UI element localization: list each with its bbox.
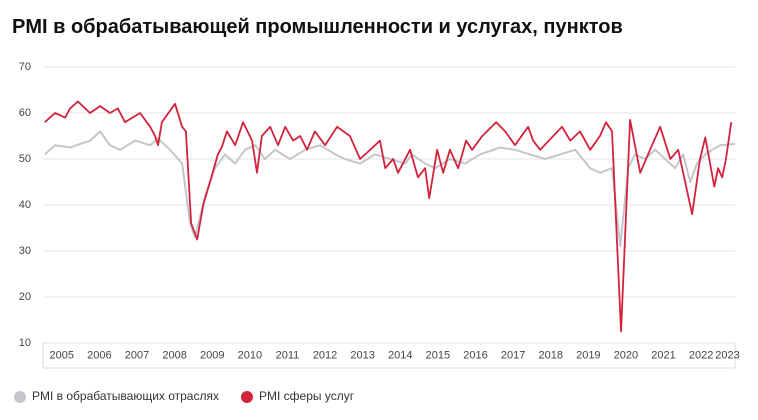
y-tick-label: 50 [19, 153, 31, 165]
x-tick-label: 2013 [350, 349, 374, 361]
x-tick-label: 2008 [162, 349, 186, 361]
y-tick-label: 10 [19, 337, 31, 349]
x-tick-label: 2023 [715, 349, 739, 361]
x-tick-label: 2016 [463, 349, 487, 361]
x-tick-label: 2012 [313, 349, 337, 361]
x-tick-label: 2015 [426, 349, 450, 361]
y-tick-label: 40 [19, 199, 31, 211]
x-tick-label: 2017 [501, 349, 525, 361]
x-tick-label: 2021 [651, 349, 675, 361]
y-tick-label: 30 [19, 245, 31, 257]
series-line [44, 130, 736, 248]
x-tick-label: 2018 [538, 349, 562, 361]
x-tick-label: 2019 [576, 349, 600, 361]
legend-label: PMI в обрабатывающих отраслях [32, 389, 219, 403]
y-tick-label: 70 [19, 61, 31, 73]
y-tick-label: 20 [19, 291, 31, 303]
x-tick-label: 2010 [238, 349, 262, 361]
y-tick-label: 60 [19, 107, 31, 119]
x-tick-label: 2007 [125, 349, 149, 361]
x-tick-label: 2014 [388, 349, 412, 361]
legend-marker [14, 391, 26, 403]
x-tick-label: 2011 [276, 349, 300, 361]
x-tick-label: 2022 [689, 349, 713, 361]
series-line [44, 100, 733, 333]
x-tick-label: 2020 [614, 349, 638, 361]
legend-marker [240, 391, 253, 403]
x-tick-label: 2006 [87, 349, 111, 361]
legend-label: PMI сферы услуг [259, 389, 355, 403]
x-tick-label: 2005 [50, 349, 74, 361]
chart-title: PMI в обрабатывающей промышленности и ус… [12, 16, 623, 38]
x-tick-label: 2009 [200, 349, 224, 361]
